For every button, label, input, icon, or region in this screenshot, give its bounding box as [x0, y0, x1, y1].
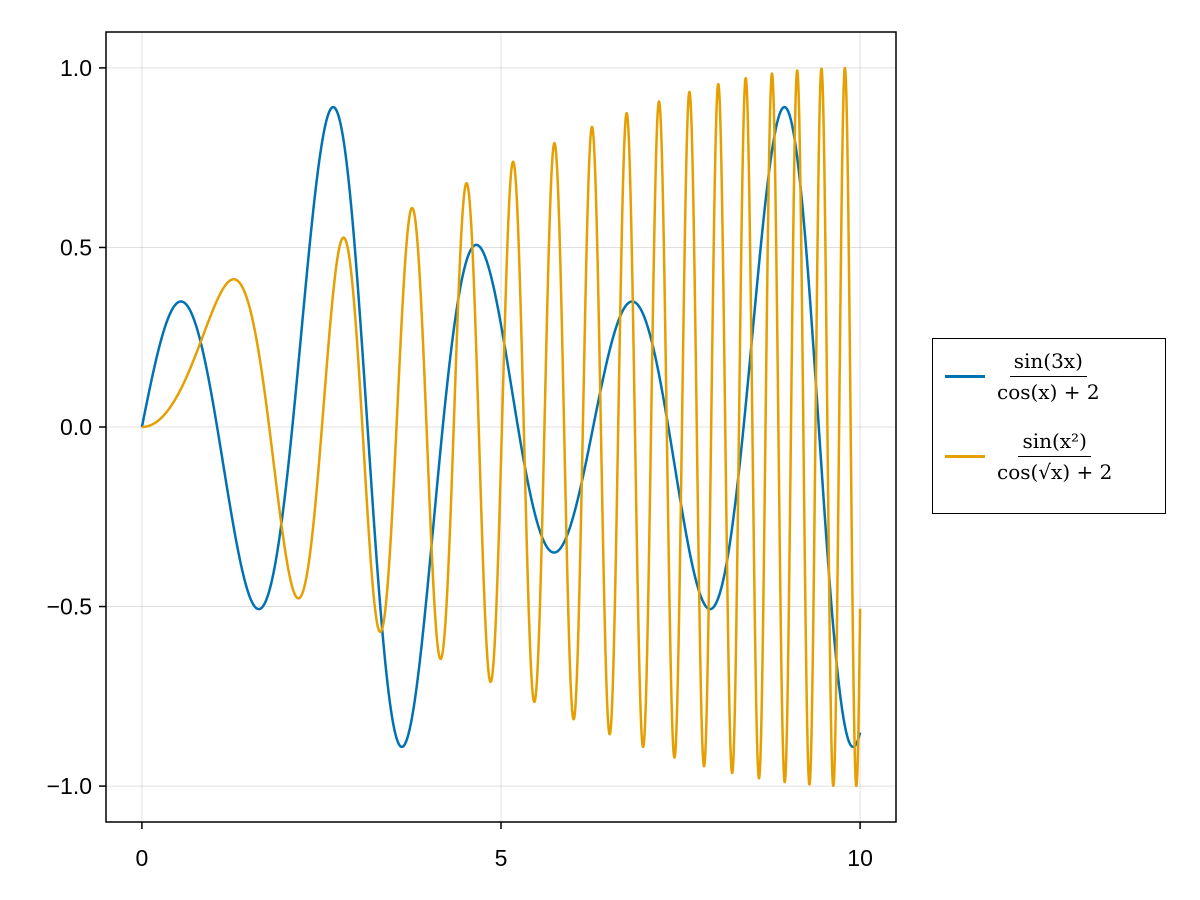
y-tick-label: −0.5 — [47, 594, 92, 620]
legend: sin(3x) cos(x) + 2 sin(x²) cos(√x) + 2 — [932, 338, 1166, 514]
legend-numerator: sin(x²) — [1018, 429, 1091, 457]
x-tick-label: 5 — [495, 845, 508, 871]
legend-label-series-1: sin(3x) cos(x) + 2 — [993, 349, 1104, 404]
legend-swatch-series-1 — [945, 375, 985, 378]
legend-swatch-series-2 — [945, 455, 985, 458]
y-tick-label: −1.0 — [47, 773, 92, 799]
series-line-1 — [140, 105, 862, 749]
legend-label-series-2: sin(x²) cos(√x) + 2 — [993, 429, 1116, 484]
x-tick-label: 0 — [136, 845, 149, 871]
y-tick-label: 0.0 — [60, 414, 92, 440]
legend-denominator: cos(x) + 2 — [997, 380, 1100, 404]
series-line-2 — [140, 66, 862, 788]
legend-numerator: sin(3x) — [1009, 349, 1087, 377]
legend-entry-series-2: sin(x²) cos(√x) + 2 — [945, 429, 1116, 484]
legend-entry-series-1: sin(3x) cos(x) + 2 — [945, 349, 1104, 404]
y-tick-label: 1.0 — [60, 55, 92, 81]
legend-denominator: cos(√x) + 2 — [997, 460, 1113, 484]
x-tick-label: 10 — [847, 845, 873, 871]
y-tick-label: 0.5 — [60, 234, 92, 260]
